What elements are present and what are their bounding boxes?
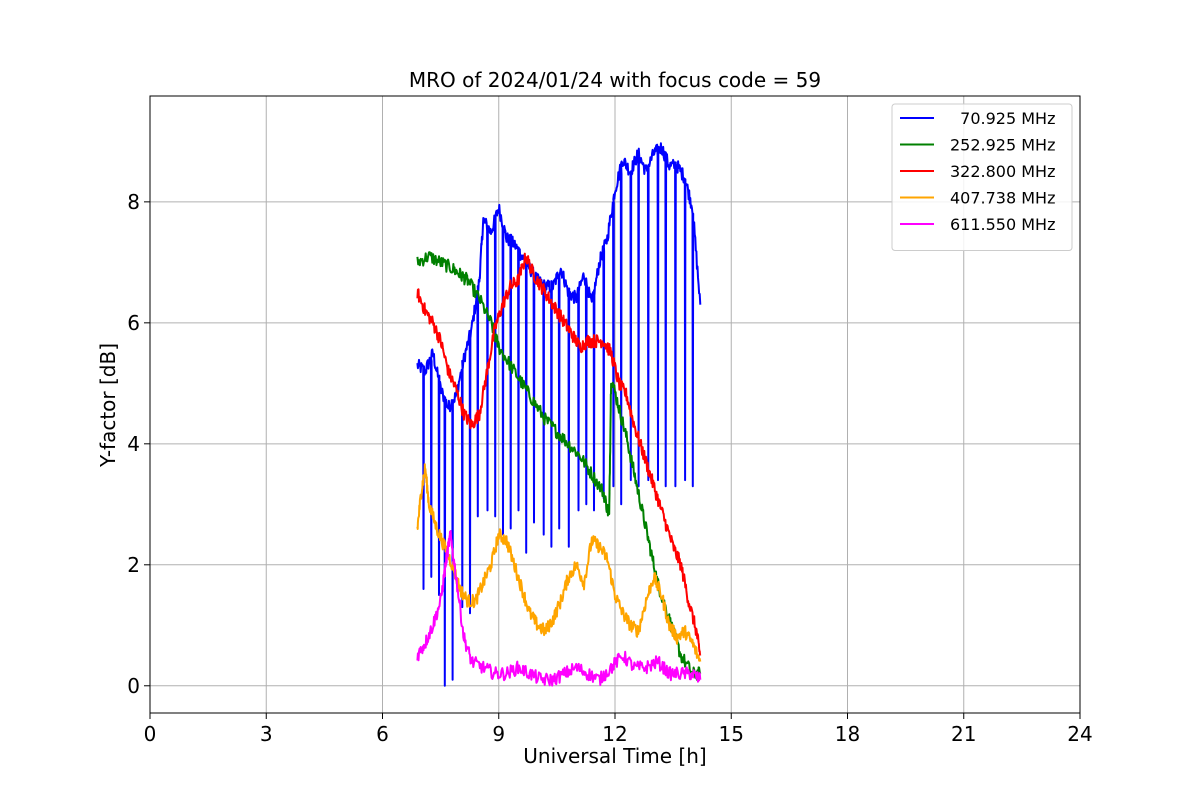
x-tick-label: 24 [1067,722,1092,746]
series-line-2 [416,252,702,656]
y-tick-label: 2 [127,553,140,577]
x-tick-label: 21 [951,722,976,746]
y-tick-label: 4 [127,432,140,456]
series-line-1 [416,251,702,681]
series-line-4 [416,530,702,687]
legend-label: 611.550 MHz [950,215,1055,234]
y-tick-label: 0 [127,674,140,698]
x-tick-label: 3 [260,722,273,746]
x-tick-label: 6 [376,722,389,746]
y-tick-label: 6 [127,311,140,335]
y-axis-title: Y-factor [dB] [96,343,120,468]
legend-label: 407.738 MHz [950,189,1055,208]
legend-box [891,103,1073,251]
x-tick-label: 9 [492,722,505,746]
x-tick-label: 0 [144,722,157,746]
x-tick-label: 15 [719,722,744,746]
y-tick-label: 8 [127,190,140,214]
x-tick-label: 18 [835,722,860,746]
series-layer [416,142,702,687]
series-line-0 [416,142,702,687]
legend-label: 70.925 MHz [950,109,1055,128]
legend-label: 322.800 MHz [950,162,1055,181]
x-axis-title: Universal Time [h] [523,744,706,768]
legend-label: 252.925 MHz [950,136,1055,155]
x-tick-label: 12 [602,722,627,746]
legend: 70.925 MHz 252.925 MHz 322.800 MHz 407.738 … [891,103,1073,251]
chart-title: MRO of 2024/01/24 with focus code = 59 [409,68,821,92]
